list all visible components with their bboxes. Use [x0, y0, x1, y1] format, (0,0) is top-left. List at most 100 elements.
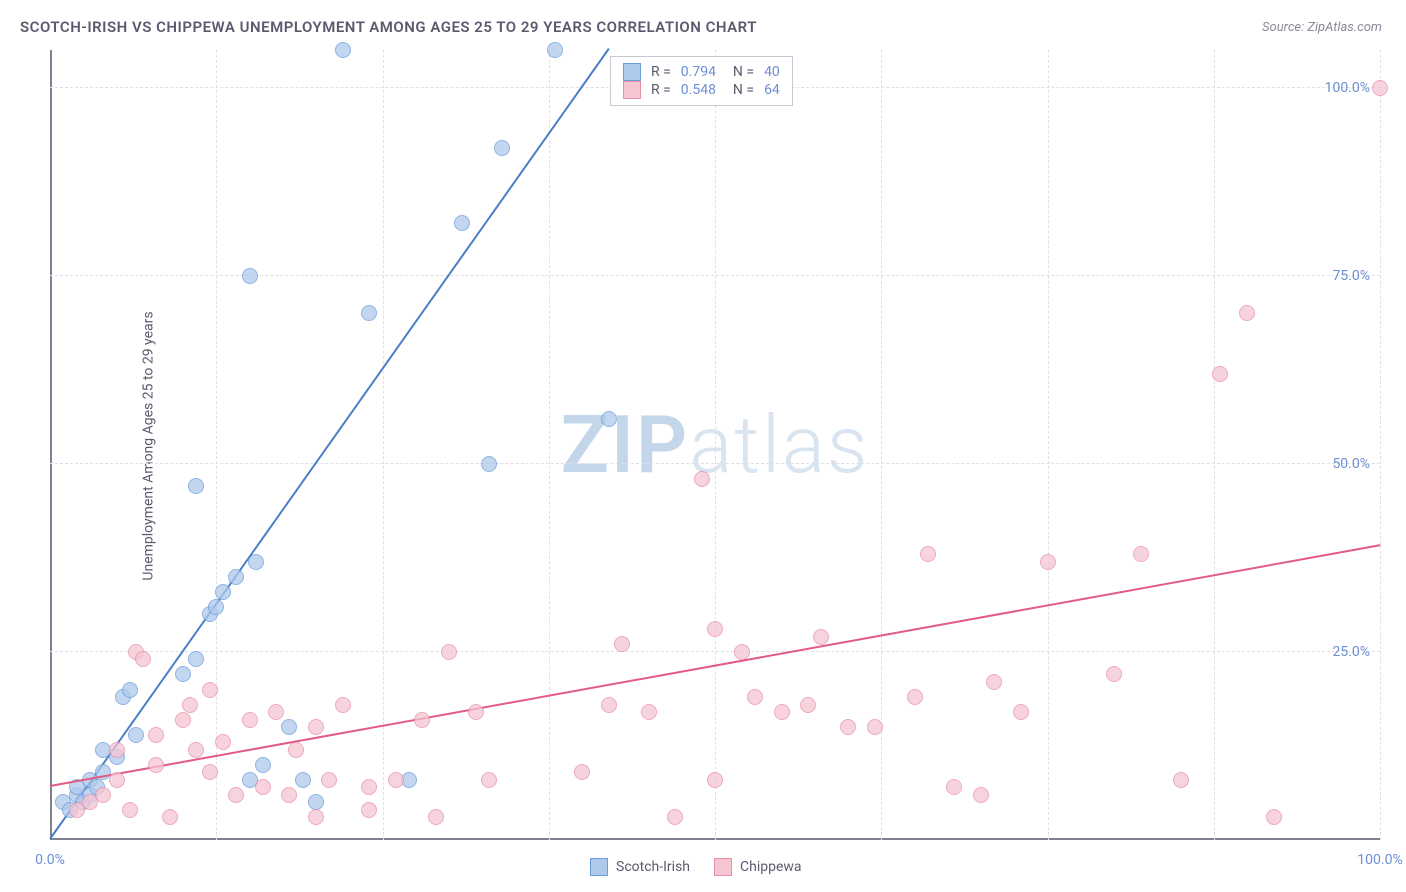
- legend-r-value: 0.548: [681, 82, 716, 98]
- series-legend: Scotch-Irish Chippewa: [590, 858, 802, 876]
- data-point: [494, 140, 510, 156]
- data-point: [468, 704, 484, 720]
- data-point: [335, 697, 351, 713]
- gridline-vertical: [1214, 50, 1215, 840]
- data-point: [182, 697, 198, 713]
- x-tick-label: 0.0%: [35, 852, 65, 868]
- data-point: [973, 787, 989, 803]
- gridline-vertical: [1380, 50, 1381, 840]
- gridline-vertical: [881, 50, 882, 840]
- legend-series-name: Scotch-Irish: [616, 859, 690, 875]
- data-point: [95, 787, 111, 803]
- data-point: [361, 305, 377, 321]
- data-point: [1133, 546, 1149, 562]
- gridline-vertical: [549, 50, 550, 840]
- data-point: [122, 802, 138, 818]
- data-point: [1106, 666, 1122, 682]
- y-tick-label: 50.0%: [1332, 456, 1370, 472]
- data-point: [481, 772, 497, 788]
- data-point: [1173, 772, 1189, 788]
- legend-item: Chippewa: [714, 858, 802, 876]
- legend-item: Scotch-Irish: [590, 858, 690, 876]
- data-point: [986, 674, 1002, 690]
- gridline-vertical: [1048, 50, 1049, 840]
- data-point: [388, 772, 404, 788]
- data-point: [601, 697, 617, 713]
- data-point: [202, 682, 218, 698]
- data-point: [641, 704, 657, 720]
- data-point: [1013, 704, 1029, 720]
- data-point: [202, 764, 218, 780]
- data-point: [361, 802, 377, 818]
- data-point: [734, 644, 750, 660]
- legend-series-name: Chippewa: [740, 859, 802, 875]
- data-point: [774, 704, 790, 720]
- y-tick-label: 100.0%: [1325, 80, 1370, 96]
- plot-area: ZIPatlas 25.0%50.0%75.0%100.0%0.0%100.0%…: [50, 50, 1380, 840]
- legend-n-value: 64: [764, 82, 780, 98]
- chart-title: SCOTCH-IRISH VS CHIPPEWA UNEMPLOYMENT AM…: [20, 18, 757, 36]
- data-point: [135, 651, 151, 667]
- data-point: [188, 651, 204, 667]
- data-point: [288, 742, 304, 758]
- data-point: [601, 411, 617, 427]
- source-label: Source: ZipAtlas.com: [1262, 20, 1382, 35]
- legend-swatch: [623, 81, 641, 99]
- data-point: [813, 629, 829, 645]
- data-point: [162, 809, 178, 825]
- data-point: [122, 682, 138, 698]
- data-point: [268, 704, 284, 720]
- data-point: [208, 599, 224, 615]
- data-point: [308, 719, 324, 735]
- data-point: [361, 779, 377, 795]
- gridline-vertical: [383, 50, 384, 840]
- legend-row: R =0.794 N =40: [623, 63, 780, 81]
- legend-r-label: R =: [651, 82, 671, 98]
- legend-n-label: N =: [726, 64, 754, 80]
- legend-row: R = 0.548 N = 64: [623, 81, 780, 99]
- data-point: [907, 689, 923, 705]
- legend-n-label: N =: [726, 82, 754, 98]
- data-point: [148, 757, 164, 773]
- data-point: [547, 42, 563, 58]
- y-axis: [50, 50, 52, 840]
- data-point: [228, 787, 244, 803]
- data-point: [1239, 305, 1255, 321]
- data-point: [614, 636, 630, 652]
- x-tick-label: 100.0%: [1357, 852, 1402, 868]
- data-point: [920, 546, 936, 562]
- data-point: [215, 584, 231, 600]
- legend-swatch: [623, 63, 641, 81]
- data-point: [255, 757, 271, 773]
- data-point: [694, 471, 710, 487]
- data-point: [946, 779, 962, 795]
- data-point: [1372, 80, 1388, 96]
- data-point: [188, 478, 204, 494]
- data-point: [414, 712, 430, 728]
- legend-n-value: 40: [764, 64, 780, 80]
- data-point: [255, 779, 271, 795]
- trend-line: [49, 48, 609, 839]
- y-tick-label: 75.0%: [1332, 268, 1370, 284]
- data-point: [454, 215, 470, 231]
- data-point: [295, 772, 311, 788]
- data-point: [481, 456, 497, 472]
- data-point: [308, 809, 324, 825]
- data-point: [574, 764, 590, 780]
- data-point: [321, 772, 337, 788]
- data-point: [281, 719, 297, 735]
- data-point: [242, 268, 258, 284]
- legend-r-label: R =: [651, 64, 671, 80]
- correlation-legend: R =0.794 N =40R =0.548 N =64: [610, 56, 793, 106]
- watermark-zip: ZIP: [561, 398, 690, 492]
- data-point: [128, 727, 144, 743]
- data-point: [215, 734, 231, 750]
- y-tick-label: 25.0%: [1332, 644, 1370, 660]
- gridline-vertical: [715, 50, 716, 840]
- legend-swatch: [714, 858, 732, 876]
- data-point: [667, 809, 683, 825]
- data-point: [428, 809, 444, 825]
- gridline-vertical: [216, 50, 217, 840]
- data-point: [242, 712, 258, 728]
- data-point: [175, 666, 191, 682]
